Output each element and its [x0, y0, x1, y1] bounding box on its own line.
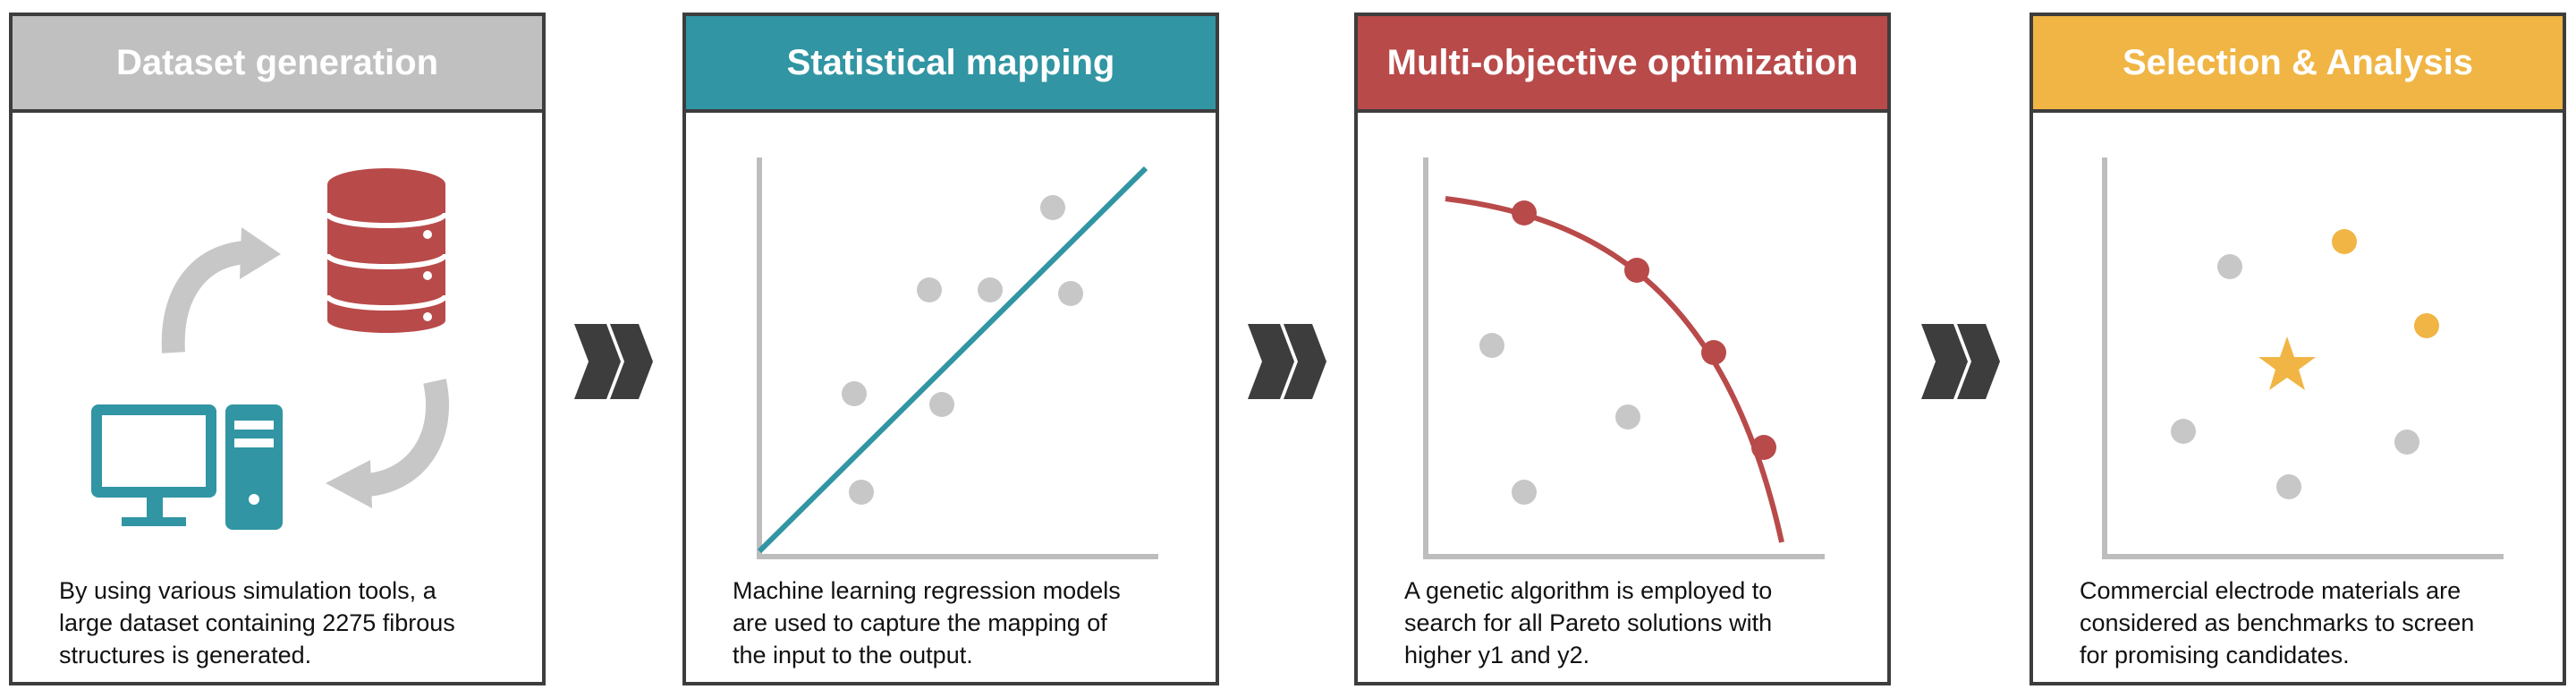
panel-title: Multi-objective optimization [1358, 16, 1887, 113]
panel-multi-objective-optimization: Multi-objective optimization A genetic a… [1354, 13, 1891, 685]
description-line: Commercial electrode materials are [2080, 577, 2462, 604]
pareto-point [1624, 258, 1649, 283]
candidate-point [2414, 313, 2439, 338]
data-point [1512, 480, 1537, 505]
cycle-arrows-icon [161, 227, 450, 508]
candidate-point [2332, 229, 2357, 254]
description-line: Machine learning regression models [733, 577, 1121, 604]
description-line: the input to the output. [733, 642, 973, 668]
description-line: large dataset containing 2275 fibrous [59, 609, 455, 636]
double-chevron-icon [574, 324, 653, 399]
panel-description: A genetic algorithm is employed to searc… [1404, 575, 1860, 671]
double-chevron-icon [1921, 324, 2000, 399]
data-point [1479, 333, 1504, 358]
data-point [849, 480, 874, 505]
data-point [1058, 281, 1083, 306]
data-point [2394, 430, 2419, 455]
description-line: considered as benchmarks to screen [2080, 609, 2475, 636]
panel-dataset-generation: Dataset generation [9, 13, 546, 685]
data-point [929, 392, 954, 417]
description-line: structures is generated. [59, 642, 312, 668]
pareto-front [1445, 196, 1784, 543]
database-icon [325, 168, 448, 333]
data-point [842, 381, 867, 406]
data-point [2171, 419, 2196, 444]
star-icon [2258, 336, 2316, 390]
selection-plot [2102, 157, 2504, 559]
data-point [2217, 254, 2242, 279]
pareto-plot [1423, 157, 1825, 559]
computer-icon [91, 404, 283, 530]
panel-title: Statistical mapping [686, 16, 1216, 113]
data-point [978, 277, 1003, 302]
pareto-point [1751, 435, 1776, 460]
description-line: search for all Pareto solutions with [1404, 609, 1773, 636]
double-chevron-icon [1248, 324, 1326, 399]
description-line: By using various simulation tools, a [59, 577, 436, 604]
regression-line [757, 166, 1148, 554]
data-point [2276, 474, 2301, 499]
data-point [1615, 404, 1640, 430]
panel-title: Dataset generation [13, 16, 542, 113]
panel-statistical-mapping: Statistical mapping Machine learning reg… [682, 13, 1219, 685]
pareto-point [1512, 200, 1537, 226]
description-line: higher y1 and y2. [1404, 642, 1590, 668]
regression-plot [757, 157, 1158, 559]
description-line: for promising candidates. [2080, 642, 2350, 668]
data-point [1040, 195, 1065, 220]
panel-description: Machine learning regression models are u… [733, 575, 1189, 671]
panel-selection-analysis: Selection & Analysis Commercial electrod… [2029, 13, 2566, 685]
dataset-illustration [91, 168, 450, 530]
panel-description: By using various simulation tools, a lar… [59, 575, 515, 671]
panel-title: Selection & Analysis [2033, 16, 2563, 113]
pareto-point [1701, 340, 1726, 365]
description-line: are used to capture the mapping of [733, 609, 1107, 636]
data-point [917, 277, 942, 302]
description-line: A genetic algorithm is employed to [1404, 577, 1773, 604]
panel-description: Commercial electrode materials are consi… [2080, 575, 2536, 671]
